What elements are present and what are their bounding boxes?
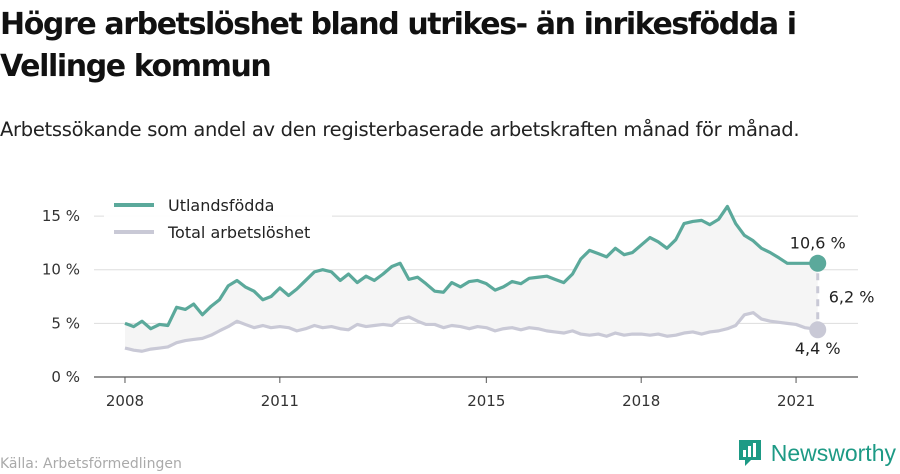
page-subtitle: Arbetssökande som andel av den registerb… <box>0 118 800 141</box>
page-title: Högre arbetslöshet bland utrikes- än inr… <box>0 7 797 84</box>
brand-name: Newsworthy <box>770 439 896 466</box>
legend: Utlandsfödda Total arbetslöshet <box>104 192 332 246</box>
x-axis: 2008 2011 2015 2018 2021 <box>106 377 815 410</box>
end-label-total: 4,4 % <box>795 339 841 358</box>
y-tick-label: 15 % <box>42 207 80 225</box>
bar-chart-logo-icon <box>738 440 761 466</box>
end-label-foreign: 10,6 % <box>790 233 846 252</box>
series-lines <box>124 204 819 353</box>
y-tick-label: 10 % <box>42 261 80 279</box>
x-tick-label: 2021 <box>777 392 815 410</box>
gap-label: 6,2 % <box>829 288 875 307</box>
x-tick-label: 2018 <box>622 392 660 410</box>
y-tick-label: 0 % <box>51 368 80 386</box>
series-line-total <box>124 311 819 353</box>
y-tick-label: 5 % <box>51 314 80 332</box>
y-axis: 0 % 5 % 10 % 15 % <box>42 207 80 386</box>
legend-label-foreign: Utlandsfödda <box>168 196 274 215</box>
series-line-foreign <box>124 204 818 331</box>
x-tick-label: 2015 <box>467 392 505 410</box>
brand-logo[interactable]: Newsworthy <box>737 438 896 468</box>
annotations: 10,6 % 6,2 % 4,4 % <box>790 233 875 358</box>
end-marker-total <box>809 321 827 339</box>
end-marker-foreign <box>809 254 827 272</box>
x-tick-label: 2008 <box>106 392 144 410</box>
source-note: Källa: Arbetsförmedlingen <box>0 456 182 472</box>
legend-label-total: Total arbetslöshet <box>167 223 310 242</box>
x-tick-label: 2011 <box>261 392 299 410</box>
